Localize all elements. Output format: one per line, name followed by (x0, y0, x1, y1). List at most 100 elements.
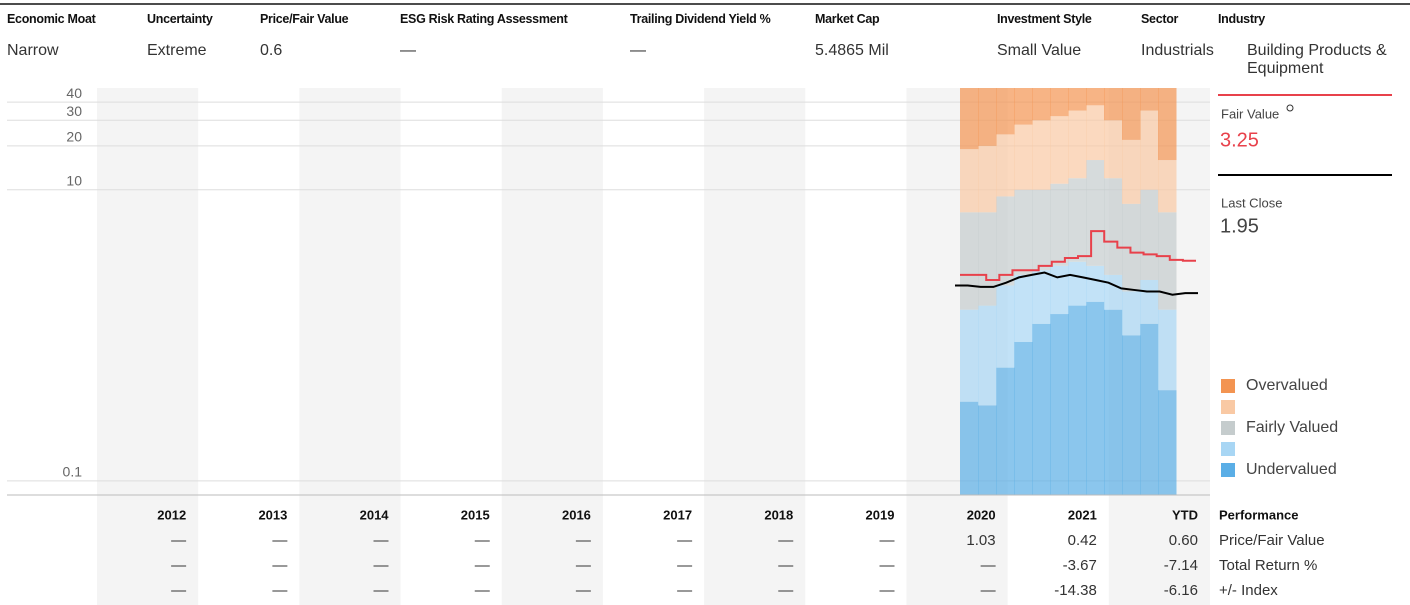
valuation-band (1086, 88, 1105, 106)
year-label: 2016 (562, 507, 591, 522)
table-cell: — (475, 582, 490, 599)
table-cell: -7.14 (1164, 557, 1198, 574)
header-label: Uncertainty (147, 12, 213, 26)
table-cell: — (171, 582, 186, 599)
year-label: 2015 (461, 507, 490, 522)
year-label: 2012 (157, 507, 186, 522)
y-tick-label: 30 (66, 103, 82, 119)
table-cell: — (272, 582, 287, 599)
valuation-band (1104, 309, 1123, 495)
header-label: Price/Fair Value (260, 12, 349, 26)
header-label: ESG Risk Rating Assessment (400, 12, 568, 26)
legend-swatch (1221, 400, 1235, 414)
valuation-band (1050, 314, 1069, 495)
valuation-band (1158, 309, 1177, 391)
header-label: Economic Moat (7, 12, 96, 26)
valuation-band (1122, 88, 1141, 140)
table-cell: — (374, 532, 389, 549)
header-value: — (400, 42, 416, 59)
year-band (97, 88, 199, 605)
header-value: 0.6 (260, 42, 283, 59)
last-close-label: Last Close (1221, 195, 1282, 210)
valuation-band (996, 285, 1015, 368)
valuation-band (1104, 178, 1123, 275)
table-cell: — (879, 582, 894, 599)
valuation-band (1104, 120, 1123, 179)
valuation-band (1014, 124, 1033, 190)
table-cell: — (576, 582, 591, 599)
valuation-band (1068, 178, 1087, 262)
y-tick-label: 10 (66, 172, 82, 188)
table-cell: — (677, 557, 692, 574)
valuation-band (996, 88, 1015, 135)
table-cell: — (879, 532, 894, 549)
valuation-band (1068, 305, 1087, 495)
info-icon (1286, 104, 1294, 112)
valuation-band (1158, 390, 1177, 495)
valuation-band (1068, 261, 1087, 306)
year-label: YTD (1172, 507, 1198, 522)
valuation-band (1122, 139, 1141, 204)
valuation-band (960, 212, 979, 310)
table-cell: -6.16 (1164, 582, 1198, 599)
valuation-band (1050, 88, 1069, 117)
valuation-band (978, 212, 997, 306)
valuation-band (996, 196, 1015, 286)
valuation-band (1014, 341, 1033, 495)
valuation-band (1104, 274, 1123, 310)
table-cell: — (677, 582, 692, 599)
table-cell: — (171, 557, 186, 574)
header-value: 5.4865 Mil (815, 42, 889, 59)
header-label: Sector (1141, 12, 1179, 26)
valuation-band (1086, 265, 1105, 302)
valuation-band (960, 88, 979, 150)
legend-swatch (1221, 379, 1235, 393)
table-cell: — (981, 557, 996, 574)
legend-label: Undervalued (1246, 461, 1337, 478)
valuation-band (1050, 265, 1069, 315)
table-cell: — (374, 557, 389, 574)
header-value: Small Value (997, 42, 1082, 59)
last-close: 1.95 (1220, 215, 1259, 237)
year-band (704, 88, 806, 605)
legend-swatch (1221, 463, 1235, 477)
valuation-band (1014, 189, 1033, 275)
legend-swatch (1221, 442, 1235, 456)
year-label: 2017 (663, 507, 692, 522)
valuation-band (960, 149, 979, 213)
valuation-band (1014, 88, 1033, 125)
valuation-band (1050, 116, 1069, 184)
table-cell: 0.60 (1169, 532, 1198, 549)
row-label: +/- Index (1219, 582, 1278, 599)
valuation-band (996, 134, 1015, 197)
y-tick-label: 20 (66, 129, 82, 145)
valuation-band (1086, 301, 1105, 495)
table-title: Performance (1219, 507, 1298, 522)
valuation-band (960, 401, 979, 495)
year-label: 2021 (1068, 507, 1097, 522)
table-cell: 1.03 (966, 532, 995, 549)
legend-swatch (1221, 421, 1235, 435)
valuation-band (1140, 88, 1159, 111)
table-cell: 0.42 (1068, 532, 1097, 549)
fair-value: 3.25 (1220, 129, 1259, 151)
valuation-band (1068, 88, 1087, 111)
table-cell: — (475, 557, 490, 574)
year-label: 2014 (360, 507, 390, 522)
header-value: Narrow (7, 42, 59, 59)
table-cell: -14.38 (1054, 582, 1097, 599)
header-value: — (630, 42, 646, 59)
valuation-band (996, 367, 1015, 495)
year-label: 2020 (967, 507, 996, 522)
fair-value-label: Fair Value (1221, 106, 1279, 121)
table-cell: — (778, 582, 793, 599)
valuation-band (1122, 335, 1141, 495)
table-cell: — (778, 557, 793, 574)
valuation-band (978, 305, 997, 406)
valuation-band (1140, 189, 1159, 280)
table-cell: — (475, 532, 490, 549)
valuation-band (1158, 88, 1177, 161)
valuation-band (1158, 160, 1177, 213)
